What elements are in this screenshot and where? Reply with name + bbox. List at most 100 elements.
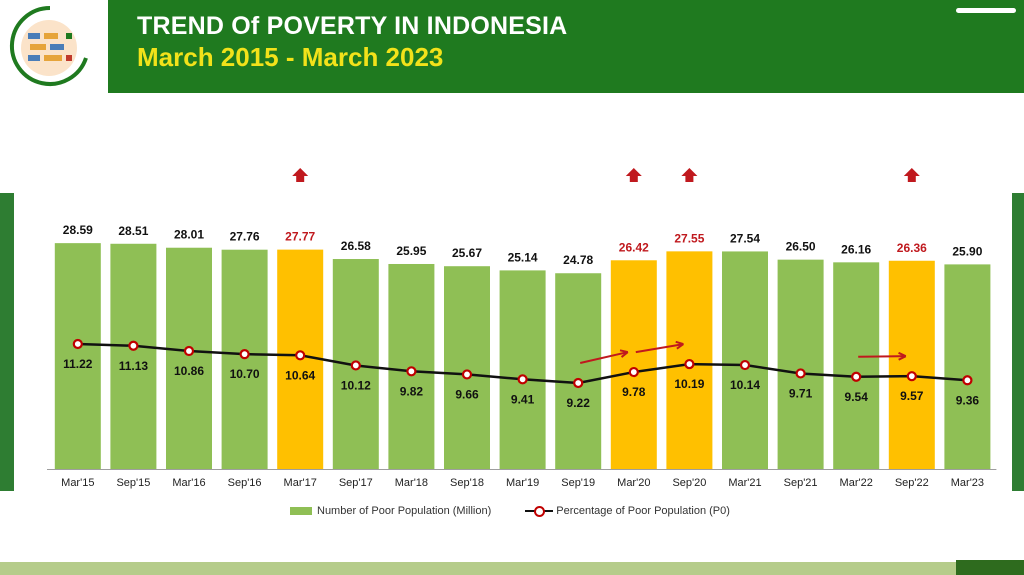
line-value-label: 9.22	[567, 396, 591, 410]
bar-value-label: 25.14	[508, 250, 538, 264]
bar-value-label: 28.01	[174, 228, 204, 242]
logo-block	[28, 55, 40, 61]
line-value-label: 10.64	[285, 368, 315, 382]
header-bar	[108, 0, 1024, 93]
line-point	[239, 349, 250, 360]
x-tick-label: Mar'17	[284, 477, 317, 489]
line-point	[517, 374, 528, 385]
x-tick-label: Mar'19	[506, 477, 539, 489]
x-tick-label: Sep'15	[116, 477, 150, 489]
line-value-label: 11.22	[63, 357, 93, 371]
bar	[166, 247, 212, 469]
x-tick-label: Sep'21	[784, 477, 818, 489]
legend-bar-swatch	[290, 507, 312, 515]
logo-block	[50, 44, 64, 50]
line-value-label: 10.86	[174, 364, 204, 378]
logo-block	[66, 33, 72, 39]
x-tick-label: Mar'21	[728, 477, 761, 489]
line-value-label: 9.57	[900, 389, 924, 403]
x-tick-label: Mar'15	[61, 477, 94, 489]
trend-arrow-line	[579, 351, 629, 364]
line-point	[795, 368, 806, 379]
bar-value-label: 27.55	[674, 231, 704, 245]
trend-arrow-icon	[898, 351, 907, 361]
line-point	[72, 338, 83, 350]
increase-arrow-icon	[681, 168, 698, 182]
line-value-label: 9.66	[455, 387, 479, 401]
line-value-label: 10.12	[341, 378, 371, 392]
right-accent-bar	[1012, 193, 1024, 491]
legend-line-label: Percentage of Poor Population (P0)	[556, 505, 730, 517]
increase-arrow-icon	[625, 168, 642, 182]
logo-block	[44, 55, 62, 61]
line-value-label: 9.36	[956, 393, 980, 407]
bar	[833, 262, 880, 469]
bar-value-label: 26.50	[786, 240, 816, 254]
increase-arrow-icon	[292, 168, 309, 182]
line-value-label: 9.41	[511, 392, 535, 406]
line-point	[906, 371, 917, 382]
x-tick-label: Sep'16	[228, 477, 262, 489]
line-value-label: 11.13	[119, 359, 149, 373]
line-value-label: 9.54	[845, 390, 869, 404]
bar-value-label: 24.78	[563, 253, 593, 267]
bar-value-label: 26.42	[619, 240, 649, 254]
bar	[777, 259, 824, 469]
line-point	[350, 360, 361, 371]
legend-bar-label: Number of Poor Population (Million)	[317, 505, 492, 517]
bar	[944, 264, 991, 469]
logo	[0, 0, 108, 93]
chart-legend: Number of Poor Population (Million) Perc…	[290, 505, 764, 517]
footer-bar	[0, 562, 1024, 575]
bar-value-label: 26.58	[341, 239, 371, 253]
left-accent-bar	[0, 193, 14, 491]
x-tick-label: Mar'16	[172, 477, 205, 489]
poverty-chart: 28.59 Mar'15 28.51 Sep'15 28.01 Mar'16 27.76 Se…	[47, 168, 997, 489]
bar	[221, 249, 268, 469]
logo-block	[44, 33, 58, 39]
line-point	[183, 345, 195, 357]
bar-value-label: 26.36	[897, 241, 927, 255]
bar-value-label: 25.95	[396, 244, 426, 258]
page-subtitle: March 2015 - March 2023	[137, 42, 444, 72]
line-point	[739, 359, 751, 371]
bar-value-label: 27.54	[730, 231, 760, 245]
bar	[888, 260, 935, 469]
bar-value-label: 26.16	[841, 242, 871, 256]
line-value-label: 9.78	[622, 385, 646, 399]
legend-item-bars: Number of Poor Population (Million)	[290, 505, 491, 517]
legend-item-line: Percentage of Poor Population (P0)	[525, 505, 730, 517]
x-tick-label: Mar'18	[395, 477, 428, 489]
line-point	[962, 375, 973, 386]
line-value-label: 9.71	[789, 386, 813, 400]
bar	[54, 243, 101, 469]
x-tick-label: Mar'20	[617, 477, 650, 489]
increase-arrow-icon	[903, 168, 920, 182]
bar-value-label: 27.76	[230, 230, 260, 244]
bar-value-label: 27.77	[285, 230, 315, 244]
page-title: TREND Of POVERTY IN INDONESIA	[137, 12, 568, 40]
line-point	[573, 377, 584, 389]
x-tick-label: Sep'19	[561, 477, 595, 489]
legend-line-swatch	[525, 506, 554, 517]
header-accent-line	[956, 8, 1016, 13]
bar	[444, 266, 490, 469]
line-point	[128, 340, 139, 351]
bar	[555, 273, 602, 469]
line-point	[461, 369, 473, 380]
x-tick-label: Sep'22	[895, 477, 929, 489]
bar	[499, 270, 546, 469]
footer-corner	[956, 560, 1024, 575]
bar	[610, 260, 657, 469]
line-value-label: 10.70	[230, 367, 260, 381]
line-point	[628, 366, 639, 378]
bar-value-label: 25.90	[952, 244, 982, 258]
bar-value-label: 28.59	[63, 223, 93, 237]
line-value-label: 9.82	[400, 384, 424, 398]
trend-arrow-icon	[675, 340, 684, 350]
line-point	[406, 366, 417, 377]
trend-arrow-icon	[619, 349, 629, 358]
line-value-label: 10.19	[674, 377, 704, 391]
trend-arrow-line	[635, 343, 684, 354]
trend-arrow-line	[858, 355, 906, 358]
